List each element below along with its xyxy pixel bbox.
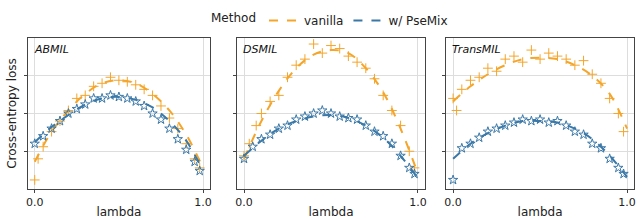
svg-text:0.0: 0.0 <box>444 196 462 209</box>
svg-text:lambda: lambda <box>309 205 354 219</box>
svg-text:Method: Method <box>211 11 256 25</box>
svg-text:ABMIL: ABMIL <box>34 43 69 56</box>
svg-text:w/ PseMix: w/ PseMix <box>388 14 447 28</box>
svg-text:vanilla: vanilla <box>304 14 343 28</box>
svg-text:1.0: 1.0 <box>194 196 212 209</box>
svg-text:TransMIL: TransMIL <box>452 43 501 56</box>
svg-text:DSMIL: DSMIL <box>243 43 277 56</box>
svg-text:Cross-entropy loss: Cross-entropy loss <box>5 58 19 169</box>
svg-text:lambda: lambda <box>96 205 141 219</box>
svg-text:0.0: 0.0 <box>235 196 253 209</box>
svg-text:lambda: lambda <box>518 205 563 219</box>
svg-text:0.0: 0.0 <box>26 196 44 209</box>
svg-text:1.0: 1.0 <box>618 196 636 209</box>
svg-text:1.0: 1.0 <box>409 196 427 209</box>
